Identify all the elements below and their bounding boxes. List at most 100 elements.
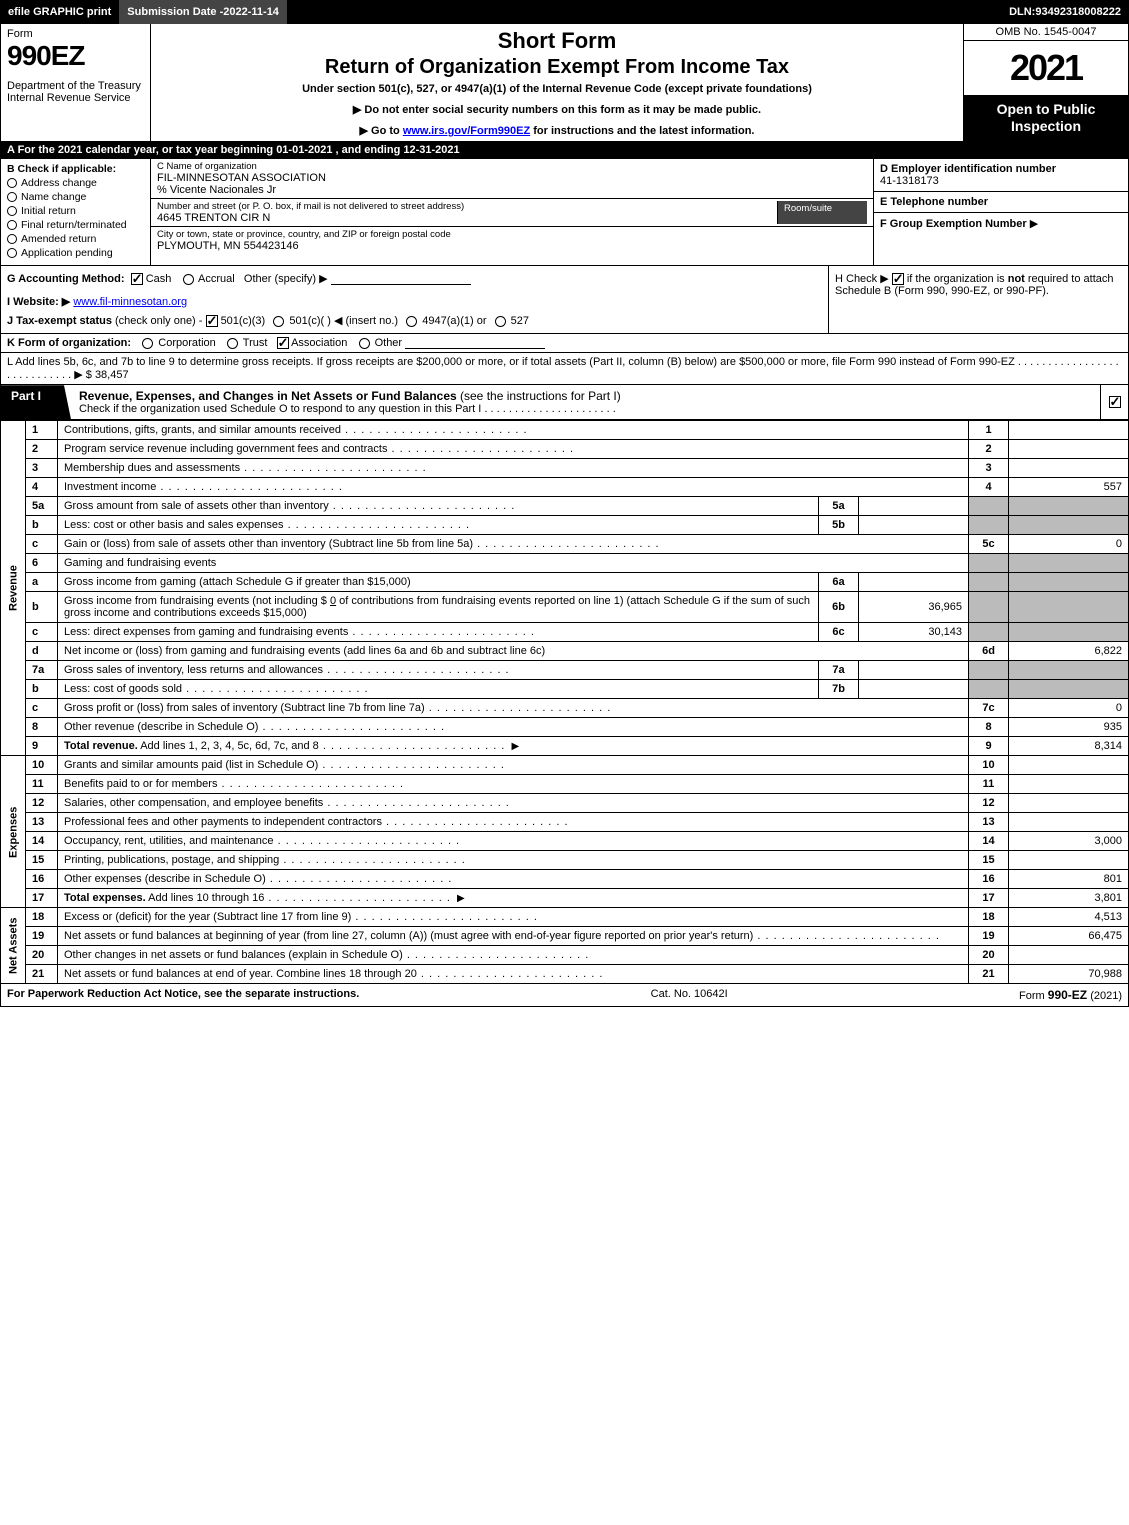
j-label: J Tax-exempt status (7, 315, 115, 327)
l4-amt: 557 (1009, 478, 1129, 497)
l18-num: 18 (26, 908, 58, 927)
l5c-rn: 5c (969, 535, 1009, 554)
cb-initial-return[interactable]: Initial return (7, 205, 144, 217)
l6d-amt: 6,822 (1009, 642, 1129, 661)
d-value: 41-1318173 (880, 175, 1122, 187)
c-street-row: Number and street (or P. O. box, if mail… (151, 199, 873, 227)
l17-rn: 17 (969, 889, 1009, 908)
l7c-desc: Gross profit or (loss) from sales of inv… (58, 699, 969, 718)
j-opt3: 4947(a)(1) or (422, 315, 486, 327)
cb-final-return[interactable]: Final return/terminated (7, 219, 144, 231)
dln-value: 93492318008222 (1035, 6, 1121, 18)
part-1-schedule-o-checkbox[interactable] (1109, 396, 1121, 408)
l6b-val: 0 (330, 595, 336, 607)
l13-num: 13 (26, 813, 58, 832)
k-label: K Form of organization: (7, 337, 131, 349)
g-cash-checkbox[interactable] (131, 273, 143, 285)
l5b-num: b (26, 516, 58, 535)
k-assoc: Association (291, 337, 347, 349)
l21-rn: 21 (969, 965, 1009, 984)
line-12: 12 Salaries, other compensation, and emp… (1, 794, 1129, 813)
g-accrual-radio[interactable] (183, 274, 194, 285)
l8-num: 8 (26, 718, 58, 737)
j-501c3-checkbox[interactable] (206, 315, 218, 327)
l3-amt (1009, 459, 1129, 478)
c-city-value: PLYMOUTH, MN 554423146 (157, 240, 867, 252)
form-word: Form (7, 28, 144, 40)
row-k: K Form of organization: Corporation Trus… (0, 334, 1129, 353)
j-4947-radio[interactable] (406, 316, 417, 327)
h-pre: H Check ▶ (835, 273, 892, 285)
l5c-amt: 0 (1009, 535, 1129, 554)
irs-link[interactable]: www.irs.gov/Form990EZ (403, 125, 530, 137)
efile-graphic-print[interactable]: efile GRAPHIC print (0, 0, 119, 24)
f-arrow-icon: ▶ (1030, 218, 1038, 230)
l7b-sub: 7b (819, 680, 859, 699)
l-text: L Add lines 5b, 6c, and 7b to line 9 to … (7, 356, 1119, 381)
cb-name-change[interactable]: Name change (7, 191, 144, 203)
h-checkbox[interactable] (892, 273, 904, 285)
j-527-radio[interactable] (495, 316, 506, 327)
cb-amended-return[interactable]: Amended return (7, 233, 144, 245)
l2-amt (1009, 440, 1129, 459)
j-opt2-post: ) ◀ (insert no.) (327, 315, 398, 327)
k-other-radio[interactable] (359, 338, 370, 349)
footer-formref: Form 990-EZ (2021) (1019, 988, 1122, 1002)
l6c-num: c (26, 623, 58, 642)
l12-desc: Salaries, other compensation, and employ… (58, 794, 969, 813)
l8-desc: Other revenue (describe in Schedule O) (58, 718, 969, 737)
f-group-exemption: F Group Exemption Number ▶ (874, 213, 1128, 234)
k-corp: Corporation (158, 337, 215, 349)
bullet2-post: for instructions and the latest informat… (533, 125, 754, 137)
l-amount: 38,457 (95, 369, 129, 381)
l6c-rn (969, 623, 1009, 642)
f-label: F Group Exemption Number (880, 218, 1027, 230)
l4-rn: 4 (969, 478, 1009, 497)
j-small: (check only one) - (115, 315, 205, 327)
l10-desc: Grants and similar amounts paid (list in… (58, 756, 969, 775)
l7b-rn (969, 680, 1009, 699)
l5c-num: c (26, 535, 58, 554)
footer-right-bold: 990-EZ (1048, 988, 1087, 1002)
j-opt1: 501(c)(3) (221, 315, 266, 327)
d-label: D Employer identification number (880, 163, 1122, 175)
j-opt4: 527 (511, 315, 529, 327)
submission-date: Submission Date - 2022-11-14 (119, 0, 287, 24)
line-16: 16 Other expenses (describe in Schedule … (1, 870, 1129, 889)
l17-desc: Total expenses. Add lines 10 through 16 (58, 889, 969, 908)
j-501c-radio[interactable] (273, 316, 284, 327)
form-subtitle: Under section 501(c), 527, or 4947(a)(1)… (157, 83, 957, 95)
l6b-sub: 6b (819, 592, 859, 623)
l9-num: 9 (26, 737, 58, 756)
line-7c: c Gross profit or (loss) from sales of i… (1, 699, 1129, 718)
part-1-title-bold: Revenue, Expenses, and Changes in Net As… (79, 389, 460, 403)
l6b-pre: Gross income from fundraising events (no… (64, 595, 330, 607)
g-cash: Cash (146, 273, 172, 285)
l20-rn: 20 (969, 946, 1009, 965)
website-link[interactable]: www.fil-minnesotan.org (73, 296, 187, 308)
block-bcdef: B Check if applicable: Address change Na… (0, 159, 1129, 266)
cb-address-change[interactable]: Address change (7, 177, 144, 189)
l7c-rn: 7c (969, 699, 1009, 718)
k-other-input[interactable] (405, 337, 545, 349)
line-18: Net Assets 18 Excess or (deficit) for th… (1, 908, 1129, 927)
k-trust-radio[interactable] (227, 338, 238, 349)
l6-amt (1009, 554, 1129, 573)
g-other-input[interactable] (331, 273, 471, 285)
row-l: L Add lines 5b, 6c, and 7b to line 9 to … (0, 353, 1129, 385)
l19-desc: Net assets or fund balances at beginning… (58, 927, 969, 946)
line-17: 17 Total expenses. Add lines 10 through … (1, 889, 1129, 908)
l3-desc: Membership dues and assessments (58, 459, 969, 478)
l17-amt: 3,801 (1009, 889, 1129, 908)
cb-application-pending[interactable]: Application pending (7, 247, 144, 259)
l8-rn: 8 (969, 718, 1009, 737)
k-corp-radio[interactable] (142, 338, 153, 349)
l6b-sv: 36,965 (859, 592, 969, 623)
part-1-title-plain: (see the instructions for Part I) (460, 389, 621, 403)
l11-desc: Benefits paid to or for members (58, 775, 969, 794)
footer-right-post: (2021) (1090, 990, 1122, 1002)
l5a-sub: 5a (819, 497, 859, 516)
l12-num: 12 (26, 794, 58, 813)
k-assoc-checkbox[interactable] (277, 337, 289, 349)
l16-amt: 801 (1009, 870, 1129, 889)
